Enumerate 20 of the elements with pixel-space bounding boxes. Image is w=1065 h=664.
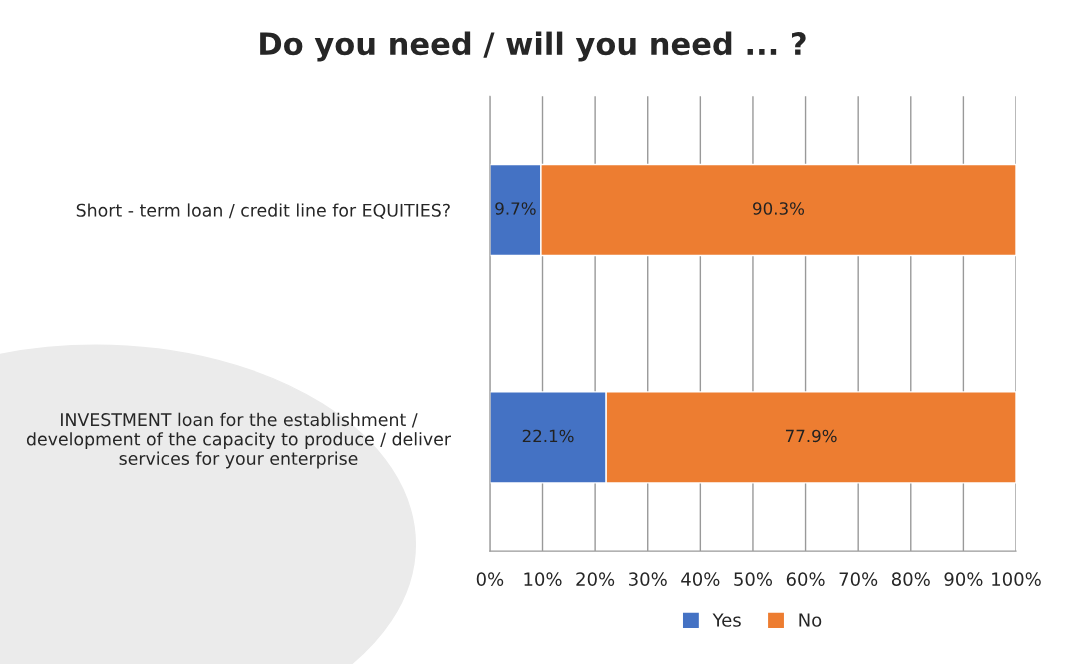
x-tick-label: 100% <box>992 572 1041 586</box>
chart-title: Do you need / will you need ... ? <box>260 31 806 62</box>
x-tick-label: 80% <box>891 572 930 586</box>
x-tick-label: 70% <box>839 572 878 586</box>
data-label: 77.9% <box>785 429 837 443</box>
x-tick-label: 90% <box>944 572 983 586</box>
x-tick-label: 50% <box>734 572 773 586</box>
x-tick-label: 40% <box>681 572 720 586</box>
y-tick-label: INVESTMENT loan for the establishment / development of the capacity to produce / deliver services for your enterprise <box>26 412 451 469</box>
legend-label: Yes <box>712 613 741 627</box>
y-tick-label: Short - term loan / credit line for EQUITIES? <box>76 203 450 219</box>
x-tick-label: 10% <box>524 572 562 586</box>
x-tick-label: 0% <box>476 572 504 586</box>
x-tick-label: 20% <box>576 572 615 586</box>
data-label: 22.1% <box>522 429 574 443</box>
x-tick-label: 30% <box>629 572 667 586</box>
data-label: 9.7% <box>495 202 536 215</box>
data-label: 90.3% <box>753 202 805 215</box>
x-tick-label: 60% <box>786 572 825 586</box>
legend-label: No <box>799 613 822 627</box>
